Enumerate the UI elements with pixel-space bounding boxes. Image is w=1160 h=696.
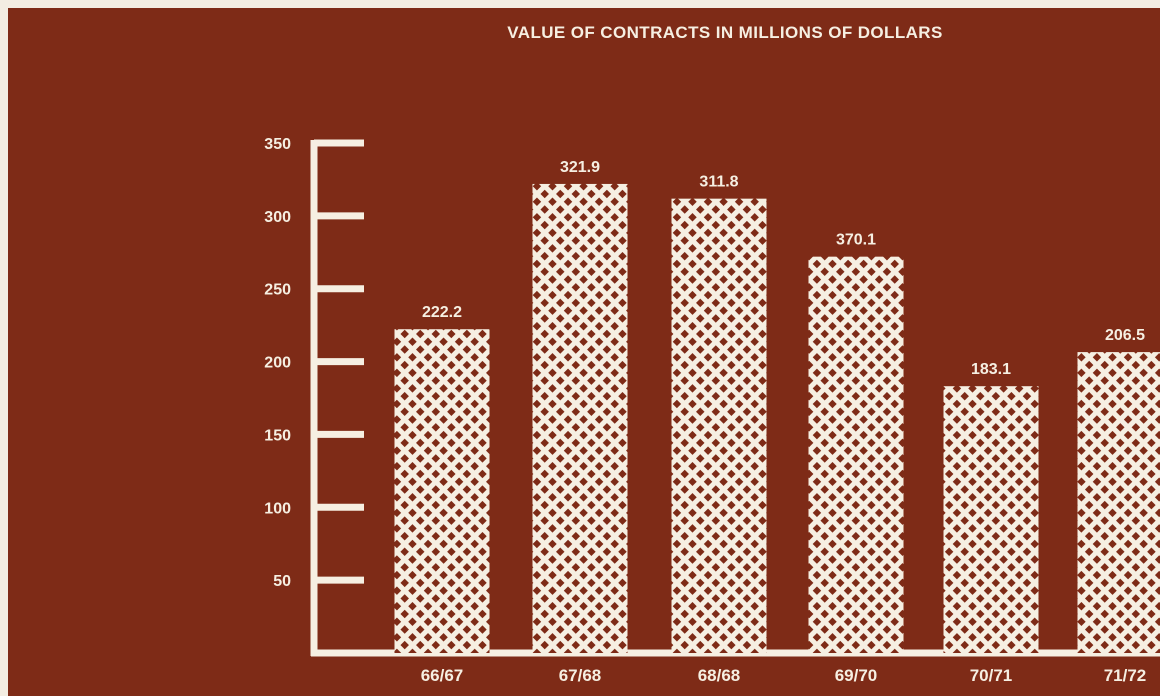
category-labels: 66/67 67/68 68/68 69/70 70/71 71/72 xyxy=(421,666,1147,685)
data-label: 311.8 xyxy=(699,174,738,191)
y-tick-label: 50 xyxy=(273,573,291,590)
data-label: 206.5 xyxy=(1105,327,1145,344)
chart-panel: VALUE OF CONTRACTS IN MILLIONS OF DOLLAR… xyxy=(8,8,1160,696)
data-label: 183.1 xyxy=(971,361,1011,378)
chart-title: VALUE OF CONTRACTS IN MILLIONS OF DOLLAR… xyxy=(507,23,942,42)
data-labels: 222.2 321.9 311.8 370.1 183.1 206.5 xyxy=(422,159,1145,378)
data-label: 321.9 xyxy=(560,159,600,176)
y-tick-label: 200 xyxy=(264,355,291,372)
y-tick-label: 250 xyxy=(264,282,291,299)
category-label: 71/72 xyxy=(1104,666,1147,685)
category-label: 68/68 xyxy=(698,666,741,685)
bar xyxy=(943,386,1039,653)
y-tick-label: 350 xyxy=(264,136,291,153)
bar xyxy=(532,183,628,653)
bar xyxy=(671,198,767,654)
category-label: 70/71 xyxy=(970,666,1013,685)
bar xyxy=(808,256,904,653)
data-label: 222.2 xyxy=(422,304,462,321)
category-label: 69/70 xyxy=(835,666,878,685)
category-label: 67/68 xyxy=(559,666,602,685)
bar xyxy=(1077,352,1160,653)
bars xyxy=(394,183,1160,654)
y-tick-label: 100 xyxy=(264,500,291,517)
bar-chart: VALUE OF CONTRACTS IN MILLIONS OF DOLLAR… xyxy=(264,23,1160,685)
data-label: 370.1 xyxy=(836,232,876,249)
y-tick-label: 150 xyxy=(264,427,291,444)
bar xyxy=(394,329,490,653)
y-tick-label: 300 xyxy=(264,209,291,226)
category-label: 66/67 xyxy=(421,666,464,685)
